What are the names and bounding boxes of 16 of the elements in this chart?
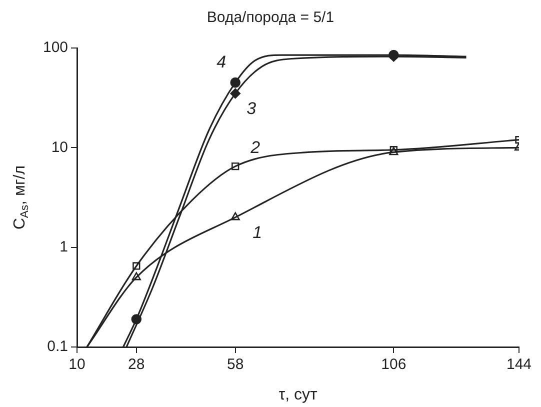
- y-tick-label: 100: [42, 39, 68, 56]
- y-tick-label: 0.1: [47, 338, 68, 356]
- series-label: 1: [252, 223, 262, 242]
- x-tick-label: 58: [227, 356, 244, 374]
- series-label: 3: [246, 99, 257, 118]
- y-tick-label: 1: [60, 238, 68, 256]
- x-tick-label: 28: [128, 356, 145, 374]
- x-tick-label: 10: [68, 356, 86, 374]
- series-label: 4: [216, 52, 226, 72]
- x-tick-label: 144: [506, 356, 532, 374]
- y-axis-title: CAs, мг/л: [11, 165, 31, 230]
- x-axis-title: τ, сут: [278, 386, 318, 404]
- y-tick-label: 10: [51, 138, 68, 156]
- series-label: 2: [250, 138, 261, 158]
- x-tick-label: 106: [381, 356, 406, 374]
- chart-title: Вода/порода = 5/1: [206, 9, 334, 26]
